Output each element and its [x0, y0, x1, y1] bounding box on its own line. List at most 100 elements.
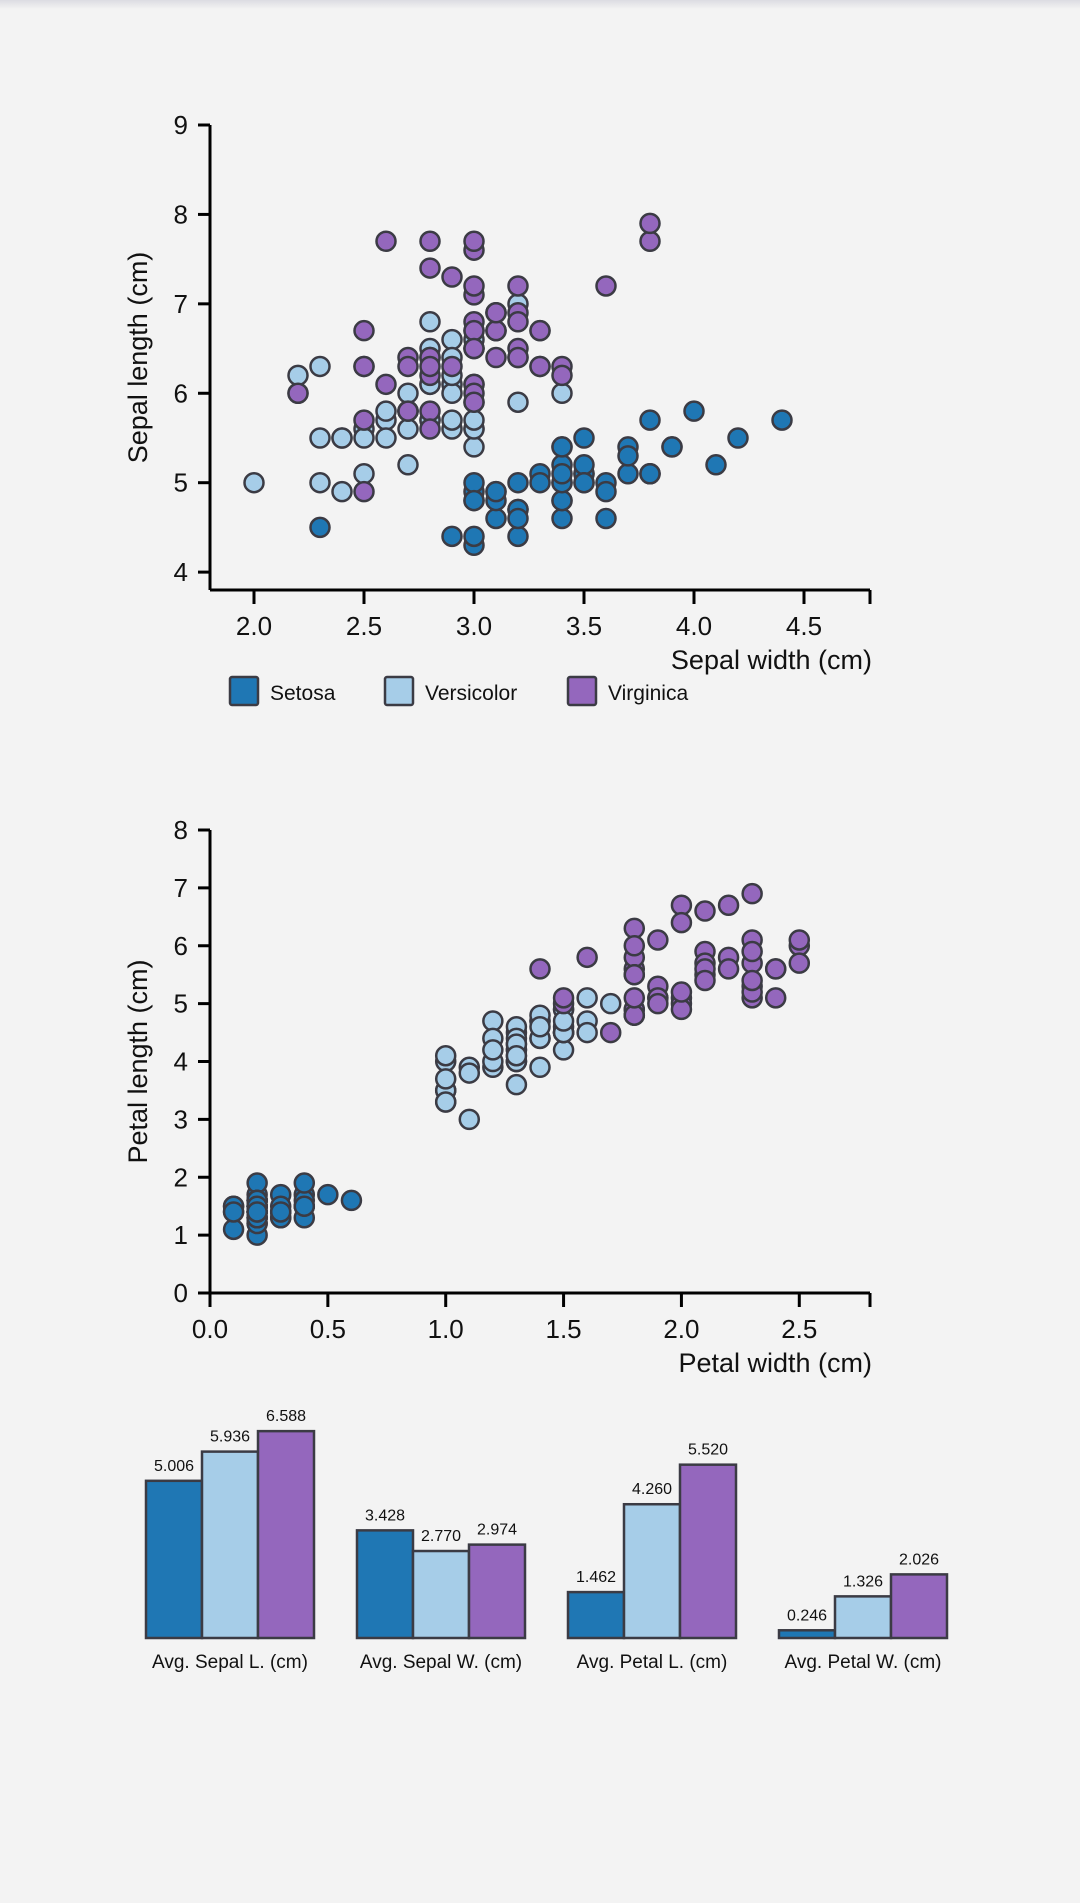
- data-point-setosa: [340, 1189, 363, 1212]
- bar-virginica: [889, 1573, 949, 1640]
- y-tick-label: 3: [174, 1104, 188, 1134]
- y-tick-label: 7: [174, 873, 188, 903]
- data-point-virginica: [441, 266, 463, 288]
- data-point-setosa: [573, 471, 595, 494]
- data-point-setosa: [639, 409, 661, 431]
- data-point-setosa: [595, 507, 617, 530]
- data-point-versicolor: [599, 992, 622, 1015]
- data-point-versicolor: [419, 310, 441, 333]
- y-tick-label: 5: [174, 468, 188, 498]
- data-point-setosa: [507, 507, 529, 530]
- data-point-versicolor: [397, 418, 419, 440]
- data-point-versicolor: [397, 454, 419, 476]
- x-tick-label: 1.5: [545, 1314, 581, 1344]
- data-point-versicolor: [375, 427, 397, 449]
- data-point-setosa: [661, 436, 683, 458]
- data-point-virginica: [647, 929, 669, 951]
- data-point-versicolor: [507, 391, 529, 413]
- data-point-versicolor: [309, 427, 331, 449]
- data-point-versicolor: [529, 1016, 551, 1038]
- bar-group-label: Avg. Sepal L. (cm): [152, 1652, 308, 1673]
- data-point-versicolor: [441, 382, 463, 405]
- data-point-setosa: [551, 463, 573, 485]
- petal-scatter-plot: 0 1 2 3 4 5 6 7 8 0.0 0.5 1.0 1.5 2.0 2.5 Petal width (…: [123, 815, 872, 1378]
- data-point-setosa: [705, 454, 727, 476]
- y-tick-label: 6: [174, 378, 188, 408]
- data-point-virginica: [463, 337, 485, 360]
- data-point-setosa: [617, 463, 639, 485]
- bar-setosa: [355, 1529, 415, 1640]
- data-point-virginica: [507, 310, 529, 333]
- data-point-versicolor: [505, 1044, 528, 1067]
- y-tick-label: 8: [174, 199, 188, 229]
- x-tick-label: 4.0: [676, 611, 712, 641]
- x-tick-label: 2.5: [346, 611, 382, 641]
- bar-value-label: 4.260: [632, 1481, 672, 1498]
- data-point-versicolor: [458, 1108, 481, 1131]
- data-point-versicolor: [397, 382, 419, 405]
- data-point-virginica: [639, 212, 661, 235]
- bar-value-label: 2.974: [477, 1522, 517, 1539]
- data-point-setosa: [309, 516, 331, 539]
- legend: Setosa Versicolor Virginica: [228, 675, 688, 707]
- legend-label-setosa: Setosa: [270, 682, 336, 705]
- data-point-virginica: [788, 929, 811, 951]
- data-point-virginica: [694, 900, 716, 922]
- average-bar-charts: 5.006 5.936 6.588 Avg. Sepal L. (cm) 3.428 2.…: [144, 1408, 949, 1673]
- data-point-versicolor: [353, 427, 375, 449]
- data-point-setosa: [573, 427, 595, 449]
- data-point-virginica: [529, 319, 551, 342]
- legend-label-virginica: Virginica: [608, 682, 688, 705]
- data-point-virginica: [507, 275, 529, 297]
- data-point-setosa: [463, 489, 485, 512]
- data-point-setosa: [595, 480, 617, 503]
- data-point-virginica: [764, 987, 787, 1009]
- data-point-setosa: [727, 427, 749, 449]
- bar-setosa: [566, 1590, 626, 1640]
- data-point-setosa: [441, 525, 463, 548]
- data-point-virginica: [353, 355, 375, 378]
- data-point-virginica: [623, 935, 646, 957]
- bar-group-label: Avg. Petal L. (cm): [577, 1652, 728, 1673]
- data-point-setosa: [293, 1195, 316, 1217]
- data-point-virginica: [419, 257, 441, 279]
- data-point-virginica: [595, 275, 617, 297]
- data-point-versicolor: [375, 400, 397, 422]
- data-point-setosa: [269, 1201, 292, 1223]
- data-point-virginica: [463, 230, 485, 252]
- data-point-versicolor: [309, 471, 331, 494]
- bar-value-label: 1.462: [576, 1569, 616, 1586]
- x-axis-title: Petal width (cm): [678, 1348, 872, 1378]
- top-edge-shadow: [0, 0, 1080, 9]
- data-point-virginica: [485, 302, 507, 324]
- legend-label-versicolor: Versicolor: [425, 682, 517, 705]
- data-point-setosa: [507, 471, 529, 494]
- data-point-virginica: [419, 400, 441, 422]
- data-point-virginica: [551, 364, 573, 387]
- data-point-virginica: [375, 373, 397, 396]
- data-point-virginica: [788, 952, 811, 974]
- legend-swatch-virginica: [566, 675, 598, 707]
- bar-value-label: 5.936: [210, 1429, 250, 1446]
- bar-versicolor: [411, 1549, 471, 1640]
- x-axis-title: Sepal width (cm): [671, 645, 872, 675]
- data-point-virginica: [670, 911, 693, 934]
- data-point-virginica: [485, 346, 507, 369]
- data-point-virginica: [463, 391, 485, 413]
- x-tick-label: 0.5: [310, 1314, 346, 1344]
- data-point-versicolor: [529, 1056, 551, 1079]
- data-point-versicolor: [441, 328, 463, 351]
- bar-virginica: [467, 1543, 527, 1640]
- data-point-setosa: [551, 489, 573, 512]
- data-point-virginica: [419, 355, 441, 378]
- y-axis-title: Petal length (cm): [123, 959, 153, 1163]
- data-point-virginica: [463, 319, 485, 342]
- bar-value-label: 5.006: [154, 1458, 194, 1475]
- data-point-setosa: [222, 1201, 245, 1223]
- data-point-virginica: [694, 969, 716, 992]
- x-tick-label: 0.0: [192, 1314, 228, 1344]
- data-point-setosa: [317, 1183, 339, 1206]
- y-tick-label: 4: [174, 557, 188, 587]
- data-point-virginica: [287, 382, 309, 405]
- data-point-versicolor: [434, 1044, 457, 1067]
